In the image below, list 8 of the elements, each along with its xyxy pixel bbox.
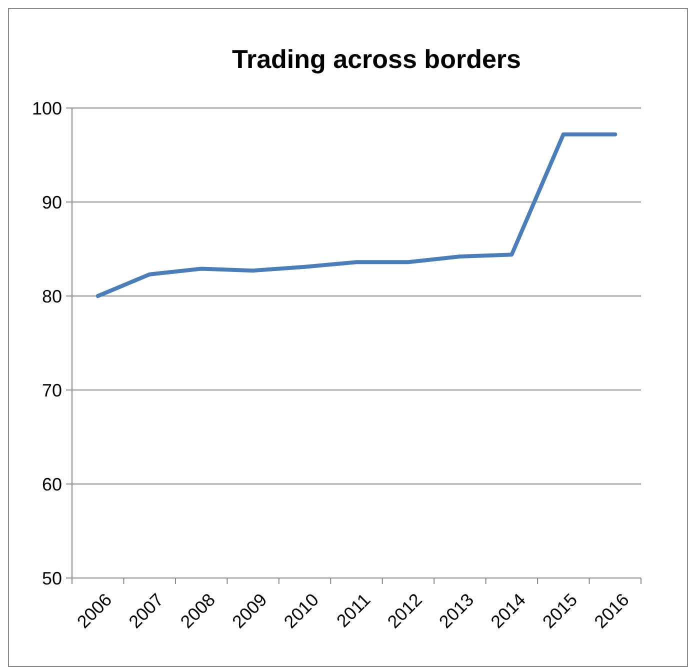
y-tick-label: 90 <box>42 192 62 212</box>
y-tick-label: 60 <box>42 474 62 494</box>
chart-title: Trading across borders <box>232 44 521 74</box>
y-tick-label: 100 <box>32 98 62 118</box>
y-tick-label: 80 <box>42 286 62 306</box>
line-series <box>96 132 618 298</box>
y-tick-label: 70 <box>42 380 62 400</box>
y-tick-label: 50 <box>42 568 62 588</box>
